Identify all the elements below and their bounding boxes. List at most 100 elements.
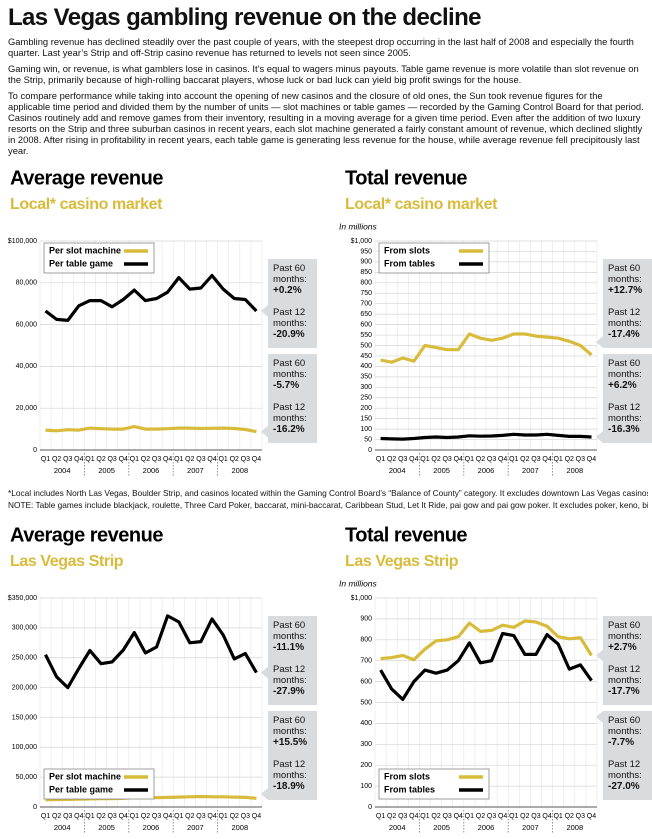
series-line (44, 614, 258, 690)
y-tick-label: 100,000 (12, 744, 37, 751)
callout-label: Past 12 months: (273, 307, 307, 329)
x-tick-label: Q2 (230, 813, 239, 820)
note: NOTE: Table games include blackjack, rou… (8, 500, 648, 510)
year-label: 2008 (566, 466, 583, 475)
x-tick-label: Q4 (542, 456, 551, 463)
y-tick-label: 900 (360, 259, 372, 266)
year-label: 2004 (54, 466, 71, 475)
y-tick-label: 400 (360, 720, 372, 727)
callout: Past 60 months: +2.7% (608, 620, 652, 653)
callout: Past 12 months: -18.9% (273, 759, 319, 792)
y-tick-label: 0 (33, 804, 37, 811)
x-tick-label: Q3 (442, 456, 451, 463)
x-tick-label: Q2 (431, 813, 440, 820)
x-tick-label: Q2 (520, 813, 529, 820)
y-tick-label: $1,000 (351, 595, 373, 602)
legend-box (378, 768, 490, 800)
x-tick-label: Q2 (52, 813, 61, 820)
callout-pointer (261, 305, 268, 318)
x-tick-label: Q4 (252, 456, 261, 463)
callout: Past 12 months: -20.9% (273, 307, 319, 340)
x-tick-label: Q1 (218, 456, 227, 463)
callout-pointer (261, 666, 268, 679)
y-tick-label: 300 (360, 741, 372, 748)
year-label: 2006 (478, 466, 495, 475)
y-tick-label: 500 (360, 699, 372, 706)
x-tick-label: Q1 (41, 813, 50, 820)
chart-title: Total revenue (345, 524, 467, 546)
year-label: 2008 (231, 823, 248, 832)
callout-box (603, 354, 652, 443)
callout: Past 60 months: +15.5% (273, 715, 319, 748)
callout-label: Past 60 months: (273, 263, 307, 285)
x-tick-label: Q1 (509, 456, 518, 463)
year-label: 2006 (143, 823, 160, 832)
y-tick-label: 650 (360, 311, 372, 318)
y-tick-label: 750 (360, 290, 372, 297)
page-title: Las Vegas gambling revenue on the declin… (8, 4, 481, 31)
callout-value: +12.7% (608, 285, 643, 296)
x-tick-label: Q1 (509, 813, 518, 820)
x-tick-label: Q4 (119, 813, 128, 820)
year-label: 2005 (98, 466, 115, 475)
callout-pointer (261, 425, 268, 438)
x-tick-label: Q1 (174, 813, 183, 820)
x-tick-label: Q1 (174, 456, 183, 463)
y-tick-label: 300,000 (12, 625, 37, 632)
x-tick-label: Q1 (218, 813, 227, 820)
y-tick-label: 950 (360, 248, 372, 255)
callout-value: -17.4% (608, 329, 640, 340)
x-tick-label: Q1 (420, 813, 429, 820)
y-axis-label: In millions (339, 221, 378, 231)
x-tick-label: Q1 (85, 456, 94, 463)
paragraph: Gaming win, or revenue, is what gamblers… (8, 63, 639, 85)
x-tick-label: Q3 (241, 813, 250, 820)
callout-label: Past 60 months: (608, 263, 642, 285)
callout-value: +15.5% (273, 737, 308, 748)
x-tick-label: Q1 (465, 813, 474, 820)
year-label: 2005 (98, 823, 115, 832)
callout-box (603, 259, 652, 348)
callout: Past 60 months: +12.7% (608, 263, 652, 296)
x-tick-label: Q1 (553, 456, 562, 463)
x-tick-label: Q2 (230, 456, 239, 463)
callout-box (603, 616, 652, 705)
x-tick-label: Q4 (542, 813, 551, 820)
x-tick-label: Q2 (96, 813, 105, 820)
callout-value: -5.7% (273, 380, 300, 391)
x-tick-label: Q4 (207, 813, 216, 820)
x-tick-label: Q2 (476, 456, 485, 463)
x-tick-label: Q4 (409, 813, 418, 820)
x-tick-label: Q2 (96, 456, 105, 463)
year-label: 2007 (187, 823, 204, 832)
callout-label: Past 12 months: (273, 664, 307, 686)
y-tick-label: 600 (360, 678, 372, 685)
paragraph: To compare performance while taking into… (8, 90, 644, 156)
series-line (45, 425, 257, 434)
x-tick-label: Q3 (487, 456, 496, 463)
y-tick-label: 400 (360, 363, 372, 370)
x-tick-label: Q2 (520, 456, 529, 463)
callout-value: -27.0% (608, 781, 640, 792)
year-label: 2007 (522, 466, 539, 475)
y-tick-label: 700 (360, 658, 372, 665)
x-tick-label: Q2 (565, 456, 574, 463)
legend-label: Per table game (49, 784, 113, 794)
legend-label: From tables (384, 258, 435, 268)
callout-label: Past 60 months: (273, 620, 307, 642)
y-tick-label: 450 (360, 353, 372, 360)
callout: Past 60 months: -7.7% (608, 715, 652, 748)
x-tick-label: Q2 (387, 456, 396, 463)
chart-title: Average revenue (10, 167, 163, 189)
y-tick-label: 250,000 (12, 655, 37, 662)
x-tick-label: Q4 (498, 813, 507, 820)
year-label: 2005 (433, 466, 450, 475)
y-tick-label: 850 (360, 269, 372, 276)
callout-value: -27.9% (273, 686, 305, 697)
callout-value: +6.2% (608, 380, 637, 391)
callout: Past 60 months: +0.2% (273, 263, 319, 296)
y-tick-label: 800 (360, 637, 372, 644)
callout-label: Past 60 months: (608, 620, 642, 642)
callout: Past 60 months: -11.1% (273, 620, 319, 653)
callout-pointer (596, 336, 603, 348)
